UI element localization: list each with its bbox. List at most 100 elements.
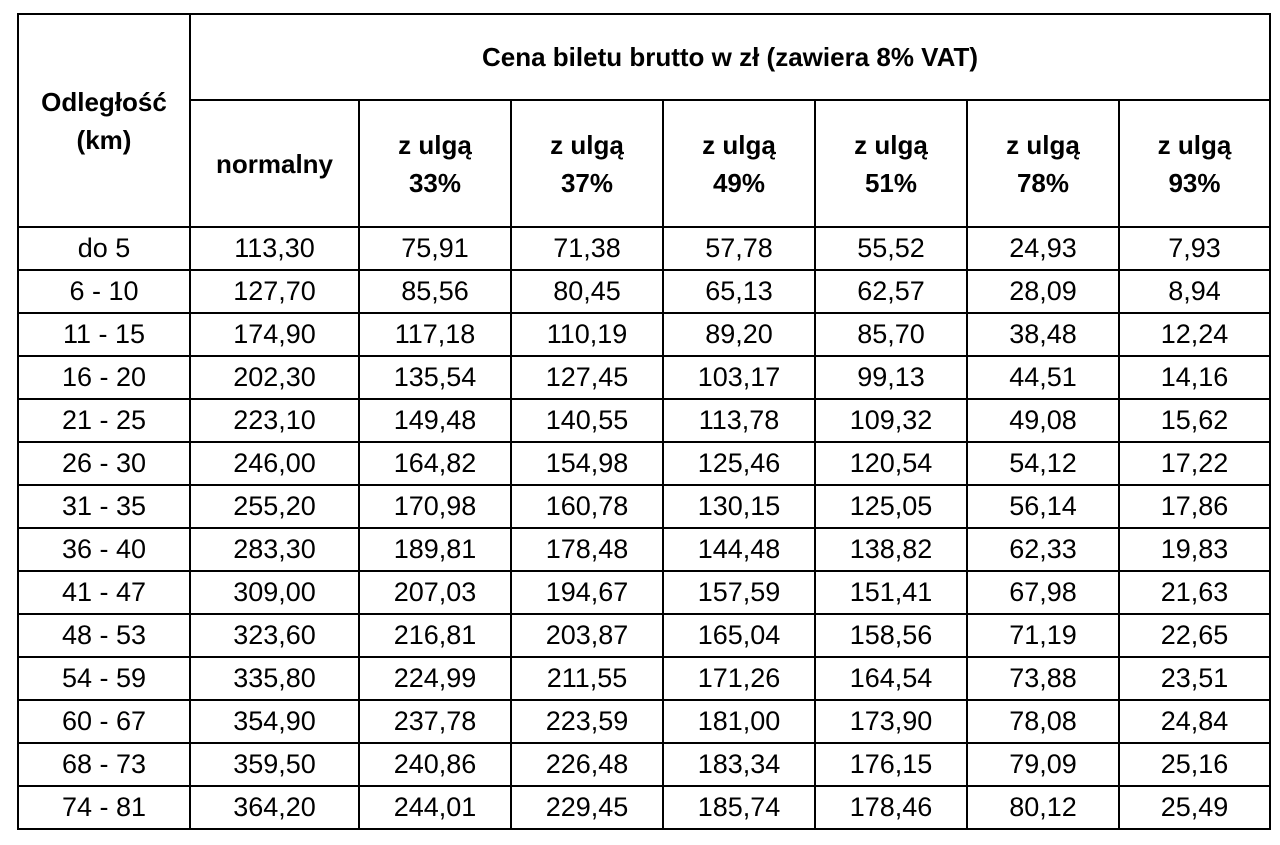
fare-table: Odległość (km) Cena biletu brutto w zł (… bbox=[17, 13, 1271, 830]
price-cell: 85,70 bbox=[814, 312, 968, 357]
price-cell: 144,48 bbox=[662, 527, 816, 572]
price-cell: 71,38 bbox=[510, 226, 664, 271]
price-cell: 24,84 bbox=[1118, 699, 1271, 744]
price-cell: 173,90 bbox=[814, 699, 968, 744]
distance-column-header: Odległość (km) bbox=[17, 13, 191, 228]
price-cell: 127,45 bbox=[510, 355, 664, 400]
price-cell: 109,32 bbox=[814, 398, 968, 443]
price-cell: 67,98 bbox=[966, 570, 1120, 615]
price-cell: 89,20 bbox=[662, 312, 816, 357]
price-cell: 158,56 bbox=[814, 613, 968, 658]
column-header-label: z ulgą bbox=[854, 129, 928, 160]
price-cell: 17,86 bbox=[1118, 484, 1271, 529]
price-cell: 164,82 bbox=[358, 441, 512, 486]
header-row-sub: normalny z ulgą 33% z ulgą 37% z ulgą 49… bbox=[18, 99, 1271, 228]
distance-cell: do 5 bbox=[17, 226, 191, 271]
table-row: 60 - 67 354,90 237,78 223,59 181,00 173,90 78,… bbox=[17, 699, 1271, 744]
price-cell: 38,48 bbox=[966, 312, 1120, 357]
price-cell: 80,45 bbox=[510, 269, 664, 314]
price-cell: 176,15 bbox=[814, 742, 968, 787]
price-cell: 7,93 bbox=[1118, 226, 1271, 271]
column-header-ulga-49: z ulgą 49% bbox=[662, 99, 816, 228]
distance-cell: 6 - 10 bbox=[17, 269, 191, 314]
distance-cell: 48 - 53 bbox=[17, 613, 191, 658]
price-cell: 255,20 bbox=[189, 484, 360, 529]
table-row: 36 - 40 283,30 189,81 178,48 144,48 138,82 62,… bbox=[17, 527, 1271, 572]
table-row: 21 - 25 223,10 149,48 140,55 113,78 109,32 49,… bbox=[17, 398, 1271, 443]
price-cell: 237,78 bbox=[358, 699, 512, 744]
price-cell: 21,63 bbox=[1118, 570, 1271, 615]
table-row: 41 - 47 309,00 207,03 194,67 157,59 151,41 67,… bbox=[17, 570, 1271, 615]
column-header-normalny: normalny bbox=[189, 99, 360, 228]
price-cell: 194,67 bbox=[510, 570, 664, 615]
distance-cell: 36 - 40 bbox=[17, 527, 191, 572]
price-cell: 79,09 bbox=[966, 742, 1120, 787]
price-cell: 125,05 bbox=[814, 484, 968, 529]
price-cell: 49,08 bbox=[966, 398, 1120, 443]
price-cell: 62,33 bbox=[966, 527, 1120, 572]
column-header-label: normalny bbox=[215, 148, 334, 179]
price-cell: 78,08 bbox=[966, 699, 1120, 744]
price-cell: 99,13 bbox=[814, 355, 968, 400]
price-cell: 12,24 bbox=[1118, 312, 1271, 357]
table-row: 11 - 15 174,90 117,18 110,19 89,20 85,70 38,48… bbox=[17, 312, 1271, 357]
price-cell: 359,50 bbox=[189, 742, 360, 787]
price-cell: 157,59 bbox=[662, 570, 816, 615]
column-header-label: z ulgą bbox=[1157, 129, 1232, 160]
column-header-percent: 93% bbox=[1168, 167, 1221, 198]
price-cell: 113,30 bbox=[189, 226, 360, 271]
price-cell: 223,10 bbox=[189, 398, 360, 443]
column-header-ulga-51: z ulgą 51% bbox=[814, 99, 968, 228]
column-header-label: z ulgą bbox=[398, 129, 472, 160]
price-cell: 154,98 bbox=[510, 441, 664, 486]
price-cell: 178,46 bbox=[814, 785, 968, 830]
price-cell: 364,20 bbox=[189, 785, 360, 830]
price-cell: 246,00 bbox=[189, 441, 360, 486]
price-cell: 165,04 bbox=[662, 613, 816, 658]
column-header-percent: 37% bbox=[560, 167, 614, 198]
price-cell: 171,26 bbox=[662, 656, 816, 701]
table-row: 16 - 20 202,30 135,54 127,45 103,17 99,13 44,5… bbox=[17, 355, 1271, 400]
price-cell: 54,12 bbox=[966, 441, 1120, 486]
distance-cell: 68 - 73 bbox=[17, 742, 191, 787]
column-header-label: z ulgą bbox=[550, 129, 624, 160]
price-cell: 138,82 bbox=[814, 527, 968, 572]
column-header-percent: 49% bbox=[712, 167, 766, 198]
distance-header-line1: Odległość bbox=[41, 86, 167, 117]
price-cell: 140,55 bbox=[510, 398, 664, 443]
table-row: 54 - 59 335,80 224,99 211,55 171,26 164,54 73,… bbox=[17, 656, 1271, 701]
distance-cell: 11 - 15 bbox=[17, 312, 191, 357]
table-header: Odległość (km) Cena biletu brutto w zł (… bbox=[17, 13, 1271, 228]
price-cell: 335,80 bbox=[189, 656, 360, 701]
price-cell: 44,51 bbox=[966, 355, 1120, 400]
price-group-header: Cena biletu brutto w zł (zawiera 8% VAT) bbox=[189, 13, 1271, 101]
table-row: 48 - 53 323,60 216,81 203,87 165,04 158,56 71,… bbox=[17, 613, 1271, 658]
distance-cell: 74 - 81 bbox=[17, 785, 191, 830]
price-cell: 178,48 bbox=[510, 527, 664, 572]
distance-cell: 60 - 67 bbox=[17, 699, 191, 744]
column-header-percent: 51% bbox=[864, 167, 918, 198]
price-cell: 127,70 bbox=[189, 269, 360, 314]
price-cell: 113,78 bbox=[662, 398, 816, 443]
price-cell: 125,46 bbox=[662, 441, 816, 486]
column-header-ulga-37: z ulgą 37% bbox=[510, 99, 664, 228]
column-header-percent: 33% bbox=[408, 167, 462, 198]
price-cell: 56,14 bbox=[966, 484, 1120, 529]
distance-cell: 31 - 35 bbox=[17, 484, 191, 529]
price-cell: 174,90 bbox=[189, 312, 360, 357]
price-cell: 203,87 bbox=[510, 613, 664, 658]
price-cell: 224,99 bbox=[358, 656, 512, 701]
price-cell: 57,78 bbox=[662, 226, 816, 271]
price-cell: 183,34 bbox=[662, 742, 816, 787]
table-row: 74 - 81 364,20 244,01 229,45 185,74 178,46 80,… bbox=[17, 785, 1271, 830]
price-cell: 25,49 bbox=[1118, 785, 1271, 830]
price-cell: 19,83 bbox=[1118, 527, 1271, 572]
distance-cell: 16 - 20 bbox=[17, 355, 191, 400]
price-cell: 80,12 bbox=[966, 785, 1120, 830]
price-cell: 15,62 bbox=[1118, 398, 1271, 443]
table-row: 68 - 73 359,50 240,86 226,48 183,34 176,15 79,… bbox=[17, 742, 1271, 787]
price-cell: 135,54 bbox=[358, 355, 512, 400]
price-cell: 170,98 bbox=[358, 484, 512, 529]
price-cell: 22,65 bbox=[1118, 613, 1271, 658]
table-row: do 5 113,30 75,91 71,38 57,78 55,52 24,93 7,93 bbox=[17, 226, 1271, 271]
